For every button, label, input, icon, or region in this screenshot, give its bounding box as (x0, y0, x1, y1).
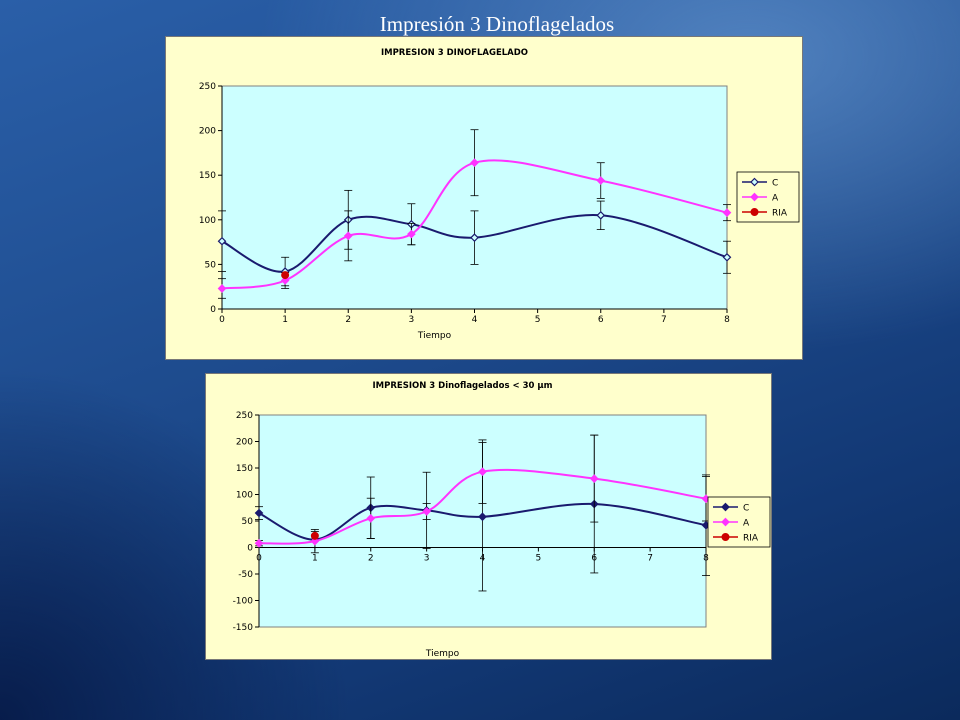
x-tick-label: 6 (598, 315, 604, 325)
data-point-C (478, 512, 487, 522)
legend-marker-A (750, 192, 759, 202)
x-axis-label: Tiempo (425, 649, 460, 659)
data-point-A (280, 276, 290, 285)
data-point-A (722, 208, 732, 218)
legend: CA RIA (707, 496, 771, 548)
x-axis-label: Tiempo (417, 331, 452, 341)
x-tick-label: 3 (409, 315, 415, 325)
x-tick-label: 1 (312, 554, 318, 564)
chart-2: IMPRESION 3 Dinoflagelados < 30 µm -150 -1… (233, 381, 771, 659)
x-tick-label: 5 (536, 554, 542, 564)
legend: CA RIA (736, 171, 800, 223)
legend-marker-RIA (750, 208, 759, 216)
data-point-A (589, 474, 599, 483)
y-tick-label: 150 (236, 464, 253, 474)
data-point-A (343, 231, 353, 241)
data-point-A (596, 176, 606, 185)
legend-label-A: A (743, 519, 750, 529)
y-tick-label: 0 (247, 544, 253, 554)
x-tick-label: 0 (256, 554, 262, 564)
legend-label-RIA: RIA (772, 209, 788, 219)
y-tick-label: -150 (233, 623, 254, 633)
data-point-C (470, 233, 479, 242)
y-tick-label: 100 (236, 491, 253, 501)
legend-marker-A (721, 517, 730, 527)
series-RIA (281, 271, 290, 280)
data-point-A (470, 158, 479, 168)
slide-title: Impresión 3 Dinoflagelados (379, 12, 615, 36)
y-tick-label: 100 (199, 216, 216, 226)
x-tick-label: 1 (282, 315, 288, 325)
x-tick-label: 2 (368, 554, 374, 564)
x-tick-label: 5 (535, 315, 541, 325)
x-tick-label: 8 (724, 315, 730, 325)
y-tick-label: 0 (210, 305, 216, 315)
series-A (217, 129, 732, 299)
legend-marker-RIA (721, 533, 730, 541)
x-tick-label: 4 (472, 315, 478, 325)
series-RIA (310, 531, 319, 540)
data-point-A (366, 514, 376, 523)
data-point-A (217, 284, 227, 293)
data-point-A (407, 229, 416, 239)
y-tick-label: 250 (236, 411, 253, 421)
y-tick-label: 250 (199, 82, 216, 92)
x-tick-label: 3 (424, 554, 430, 564)
x-tick-label: 0 (219, 315, 225, 325)
y-tick-label: -50 (238, 570, 253, 580)
x-tick-label: 7 (661, 315, 667, 325)
legend-marker-C (750, 177, 759, 187)
data-point-RIA (310, 531, 319, 540)
x-tick-label: 7 (647, 554, 653, 564)
chart-title: IMPRESION 3 Dinoflagelados < 30 µm (373, 381, 553, 391)
data-point-C (217, 236, 227, 246)
legend-label-RIA: RIA (743, 534, 759, 544)
legend-label-C: C (743, 504, 749, 514)
y-tick-label: 50 (205, 260, 217, 270)
y-tick-label: 150 (199, 171, 216, 181)
y-tick-label: 200 (236, 438, 253, 448)
data-point-A (478, 467, 487, 477)
data-point-C (722, 252, 732, 262)
data-point-C (254, 508, 264, 518)
data-point-RIA (281, 271, 290, 280)
plot-area (221, 85, 728, 310)
x-tick-label: 2 (345, 315, 351, 325)
data-point-C (596, 210, 606, 220)
y-tick-label: 50 (242, 517, 254, 527)
legend-marker-C (721, 502, 730, 512)
legend-label-A: A (772, 194, 779, 204)
y-tick-label: 200 (199, 127, 216, 137)
data-point-A (422, 507, 431, 516)
chart-panel-2: IMPRESION 3 Dinoflagelados < 30 µm -150 -1… (205, 373, 772, 660)
y-tick-label: -100 (233, 597, 254, 607)
data-point-A (254, 538, 264, 548)
chart-1: IMPRESION 3 DINOFLAGELADO050100150200250… (199, 48, 800, 341)
legend-label-C: C (772, 179, 778, 189)
chart-title: IMPRESION 3 DINOFLAGELADO (381, 48, 528, 58)
chart-panel-1: IMPRESION 3 DINOFLAGELADO 0 50 100 150 200 250… (165, 36, 803, 360)
